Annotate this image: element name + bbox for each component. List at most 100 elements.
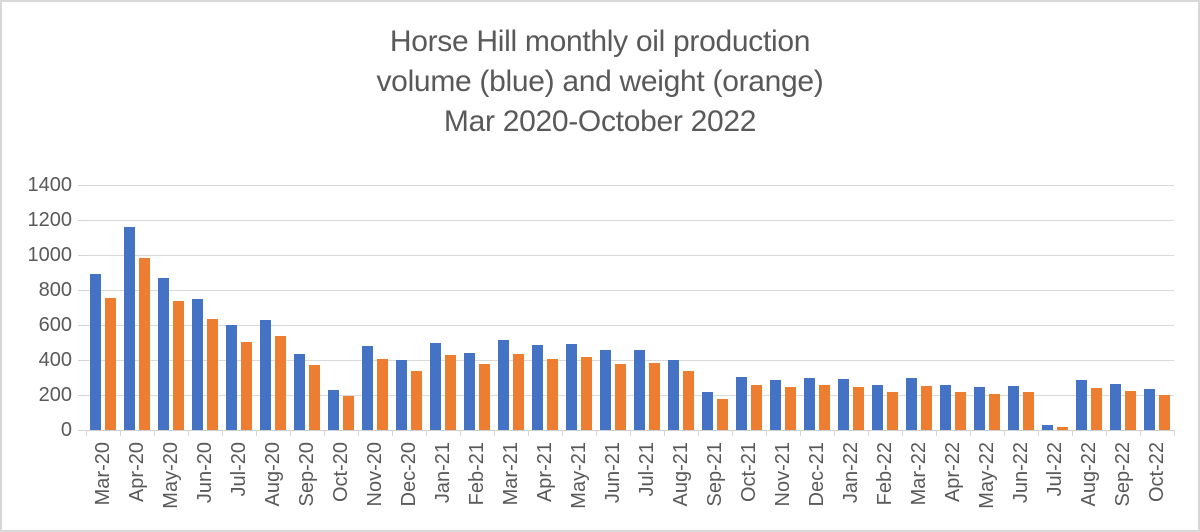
category-Sep-20 <box>290 185 324 430</box>
x-label-cell: Aug-22 <box>1072 442 1106 530</box>
x-axis-tick <box>392 430 393 436</box>
category-Apr-22 <box>936 185 970 430</box>
bar-weight-Jun-22 <box>1023 392 1034 430</box>
category-Feb-21 <box>460 185 494 430</box>
x-axis-label: Apr-22 <box>941 442 964 503</box>
bar-volume-Apr-20 <box>124 227 135 430</box>
category-Jun-20 <box>188 185 222 430</box>
x-axis-tick <box>256 430 257 436</box>
chart-title: Horse Hill monthly oil production volume… <box>2 22 1198 142</box>
bar-volume-Aug-21 <box>668 360 679 430</box>
x-label-cell: Nov-20 <box>358 442 392 530</box>
gridline <box>86 185 1174 186</box>
bar-volume-Mar-20 <box>90 274 101 430</box>
bar-volume-Jun-22 <box>1008 386 1019 430</box>
x-axis-label: Jan-22 <box>839 442 862 504</box>
bar-weight-Dec-21 <box>819 385 830 430</box>
chart-title-line-3: Mar 2020-October 2022 <box>443 105 757 138</box>
x-axis-label: Apr-20 <box>125 442 148 503</box>
category-Feb-22 <box>868 185 902 430</box>
bar-volume-Mar-21 <box>498 339 509 430</box>
category-Oct-22 <box>1140 185 1174 430</box>
x-label-cell: Jan-21 <box>426 442 460 530</box>
bar-volume-May-21 <box>566 344 577 430</box>
x-axis-tick <box>664 430 665 436</box>
bar-volume-Dec-21 <box>804 377 815 430</box>
x-label-cell: Sep-20 <box>290 442 324 530</box>
y-axis-tick <box>78 325 86 326</box>
x-axis-label: Oct-20 <box>329 442 352 503</box>
bar-volume-Jun-21 <box>600 350 611 430</box>
y-axis-label: 400 <box>38 349 72 371</box>
bar-weight-Jul-21 <box>649 362 660 430</box>
category-Dec-20 <box>392 185 426 430</box>
bar-volume-Oct-20 <box>328 389 339 430</box>
x-axis-label: Sep-22 <box>1111 442 1134 507</box>
y-axis-label: 1000 <box>27 244 73 266</box>
x-axis-label: Sep-20 <box>295 442 318 507</box>
x-axis-tick <box>596 430 597 436</box>
category-Aug-21 <box>664 185 698 430</box>
x-axis-tick <box>562 430 563 436</box>
x-label-cell: Apr-20 <box>120 442 154 530</box>
category-Sep-22 <box>1106 185 1140 430</box>
x-axis-tick <box>766 430 767 436</box>
x-axis-tick <box>868 430 869 436</box>
x-axis-tick <box>1072 430 1073 436</box>
x-label-cell: May-20 <box>154 442 188 530</box>
bar-weight-Mar-22 <box>921 386 932 430</box>
gridline <box>86 325 1174 326</box>
bar-volume-Aug-22 <box>1076 380 1087 430</box>
y-axis-tick <box>78 255 86 256</box>
x-axis-tick <box>630 430 631 436</box>
x-axis-label: Mar-20 <box>91 442 114 506</box>
category-Jun-21 <box>596 185 630 430</box>
x-axis-label: Jul-22 <box>1043 442 1066 497</box>
x-axis-label: Jan-21 <box>431 442 454 504</box>
x-axis-label: Feb-21 <box>465 442 488 506</box>
category-Oct-21 <box>732 185 766 430</box>
x-axis-label: Sep-21 <box>703 442 726 507</box>
bar-weight-Jan-22 <box>853 387 864 430</box>
y-axis-tick <box>78 430 86 431</box>
bar-volume-Jul-21 <box>634 350 645 430</box>
bar-weight-Aug-21 <box>683 370 694 430</box>
bar-volume-Apr-22 <box>940 385 951 430</box>
bar-weight-Aug-20 <box>275 336 286 430</box>
x-axis-tick <box>120 430 121 436</box>
category-May-21 <box>562 185 596 430</box>
gridline <box>86 290 1174 291</box>
x-label-cell: Jan-22 <box>834 442 868 530</box>
bar-volume-Dec-20 <box>396 360 407 430</box>
category-Jan-21 <box>426 185 460 430</box>
y-axis-tick <box>78 290 86 291</box>
x-label-cell: Mar-22 <box>902 442 936 530</box>
bar-weight-May-20 <box>173 301 184 430</box>
bar-weight-Jul-22 <box>1057 426 1068 430</box>
bar-volume-Jan-22 <box>838 379 849 430</box>
bar-weight-May-22 <box>989 394 1000 430</box>
gridline <box>86 220 1174 221</box>
x-axis-tick <box>426 430 427 436</box>
category-Apr-20 <box>120 185 154 430</box>
y-axis-label: 1200 <box>27 209 73 231</box>
y-axis-label: 0 <box>60 419 72 441</box>
bar-weight-Feb-22 <box>887 391 898 430</box>
bar-volume-Apr-21 <box>532 345 543 430</box>
x-axis-label: May-21 <box>567 442 590 509</box>
x-label-cell: Oct-22 <box>1140 442 1174 530</box>
x-label-cell: Sep-21 <box>698 442 732 530</box>
x-label-cell: May-22 <box>970 442 1004 530</box>
x-axis-tick <box>86 430 87 436</box>
bar-weight-Mar-20 <box>105 297 116 430</box>
category-Jun-22 <box>1004 185 1038 430</box>
x-axis-tick <box>324 430 325 436</box>
bar-weight-Apr-21 <box>547 359 558 430</box>
bar-volume-Oct-22 <box>1144 388 1155 430</box>
x-axis-tick <box>1004 430 1005 436</box>
x-axis-label: Mar-21 <box>499 442 522 506</box>
x-label-cell: Jun-20 <box>188 442 222 530</box>
bar-weight-Jun-21 <box>615 363 626 430</box>
x-axis-label: Oct-21 <box>737 442 760 503</box>
